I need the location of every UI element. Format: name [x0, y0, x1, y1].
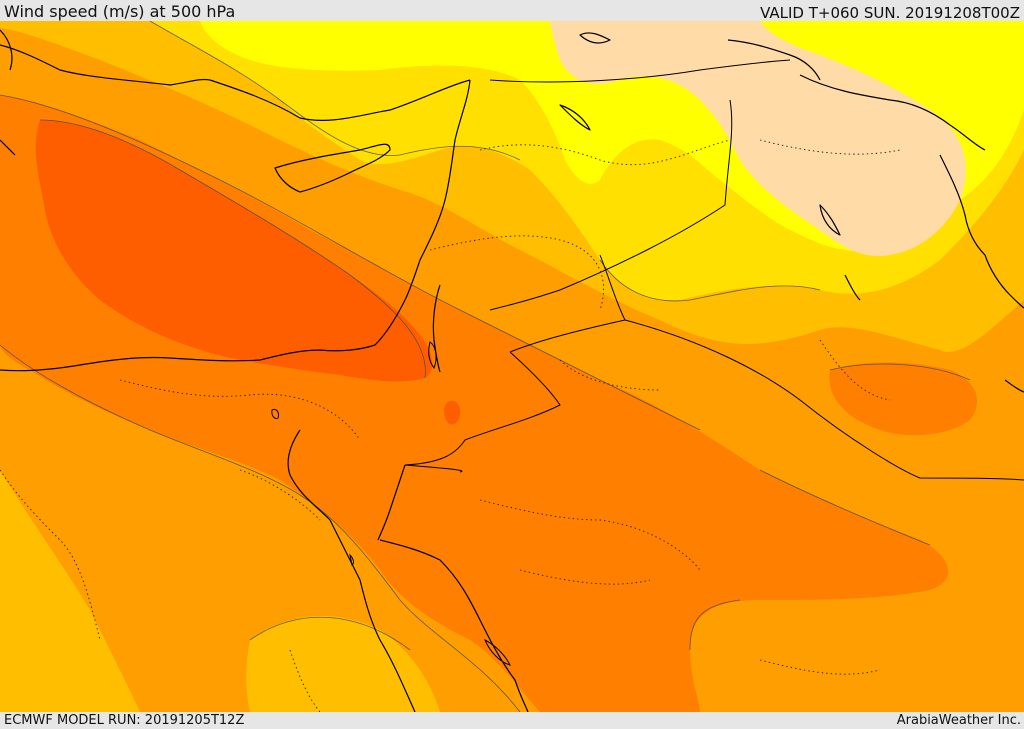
islands [271, 341, 511, 666]
contour-line [249, 616, 411, 651]
coastline [0, 299, 406, 372]
border-line [0, 469, 101, 641]
coastline [379, 539, 529, 712]
contour-line [759, 469, 931, 546]
border-line [509, 254, 626, 353]
coastline [799, 74, 986, 151]
coastlines [0, 29, 1024, 712]
contour-line [0, 344, 521, 712]
contour-line [39, 119, 426, 379]
contour-lines [0, 21, 971, 712]
coastline [579, 32, 611, 44]
border-line [119, 379, 361, 441]
weather-map[interactable] [0, 21, 1024, 712]
border-line [404, 464, 463, 473]
border-line [289, 649, 321, 712]
border-line [624, 319, 1024, 481]
coastline [1004, 379, 1024, 393]
contour-line [149, 21, 521, 161]
contour-line [829, 363, 971, 381]
map-footer: ECMWF MODEL RUN: 20191205T12Z ArabiaWeat… [0, 712, 1024, 729]
shading-southwest-amber [0, 470, 140, 712]
coastline [844, 274, 861, 301]
valid-time-label: VALID T+060 SUN. 20191208T00Z [760, 4, 1020, 22]
island-shape [271, 409, 279, 419]
coastline [0, 29, 16, 156]
map-header: Wind speed (m/s) at 500 hPa VALID T+060 … [0, 0, 1024, 21]
coastline [819, 204, 841, 236]
border-line [489, 99, 733, 311]
coastline [0, 44, 471, 121]
coastline [404, 79, 471, 301]
shading-south-amber [246, 616, 440, 712]
border-line [429, 235, 604, 311]
border-line [519, 569, 651, 585]
dotted-borders [0, 139, 901, 712]
border-line [489, 59, 791, 83]
border-line [479, 499, 701, 571]
model-run-label: ECMWF MODEL RUN: 20191205T12Z [4, 713, 245, 728]
border-line [819, 339, 891, 401]
shading-east-orange [829, 362, 978, 436]
shading-small-core [443, 400, 461, 425]
coastline [939, 154, 986, 256]
contour-line [689, 599, 741, 651]
coastline [727, 39, 821, 81]
border-line [404, 351, 561, 466]
border-line [239, 469, 321, 521]
contour-line [599, 259, 821, 302]
island-shape [484, 638, 511, 666]
shading-jet-core [35, 120, 433, 382]
border-line [559, 359, 661, 391]
coastline [984, 254, 1024, 309]
coastline [432, 284, 441, 373]
border-line [759, 659, 881, 675]
solid-borders [404, 59, 1024, 481]
coastline [377, 464, 406, 541]
contour-line [0, 94, 701, 431]
coastline [559, 104, 591, 131]
island-shape [349, 553, 354, 566]
border-line [759, 139, 901, 155]
credit-label: ArabiaWeather Inc. [896, 713, 1021, 728]
map-title: Wind speed (m/s) at 500 hPa [4, 2, 236, 21]
island-shape [428, 341, 437, 370]
border-line [479, 139, 731, 166]
shading-peach-north [550, 21, 966, 256]
coastline [287, 429, 416, 712]
coastline [274, 143, 391, 193]
